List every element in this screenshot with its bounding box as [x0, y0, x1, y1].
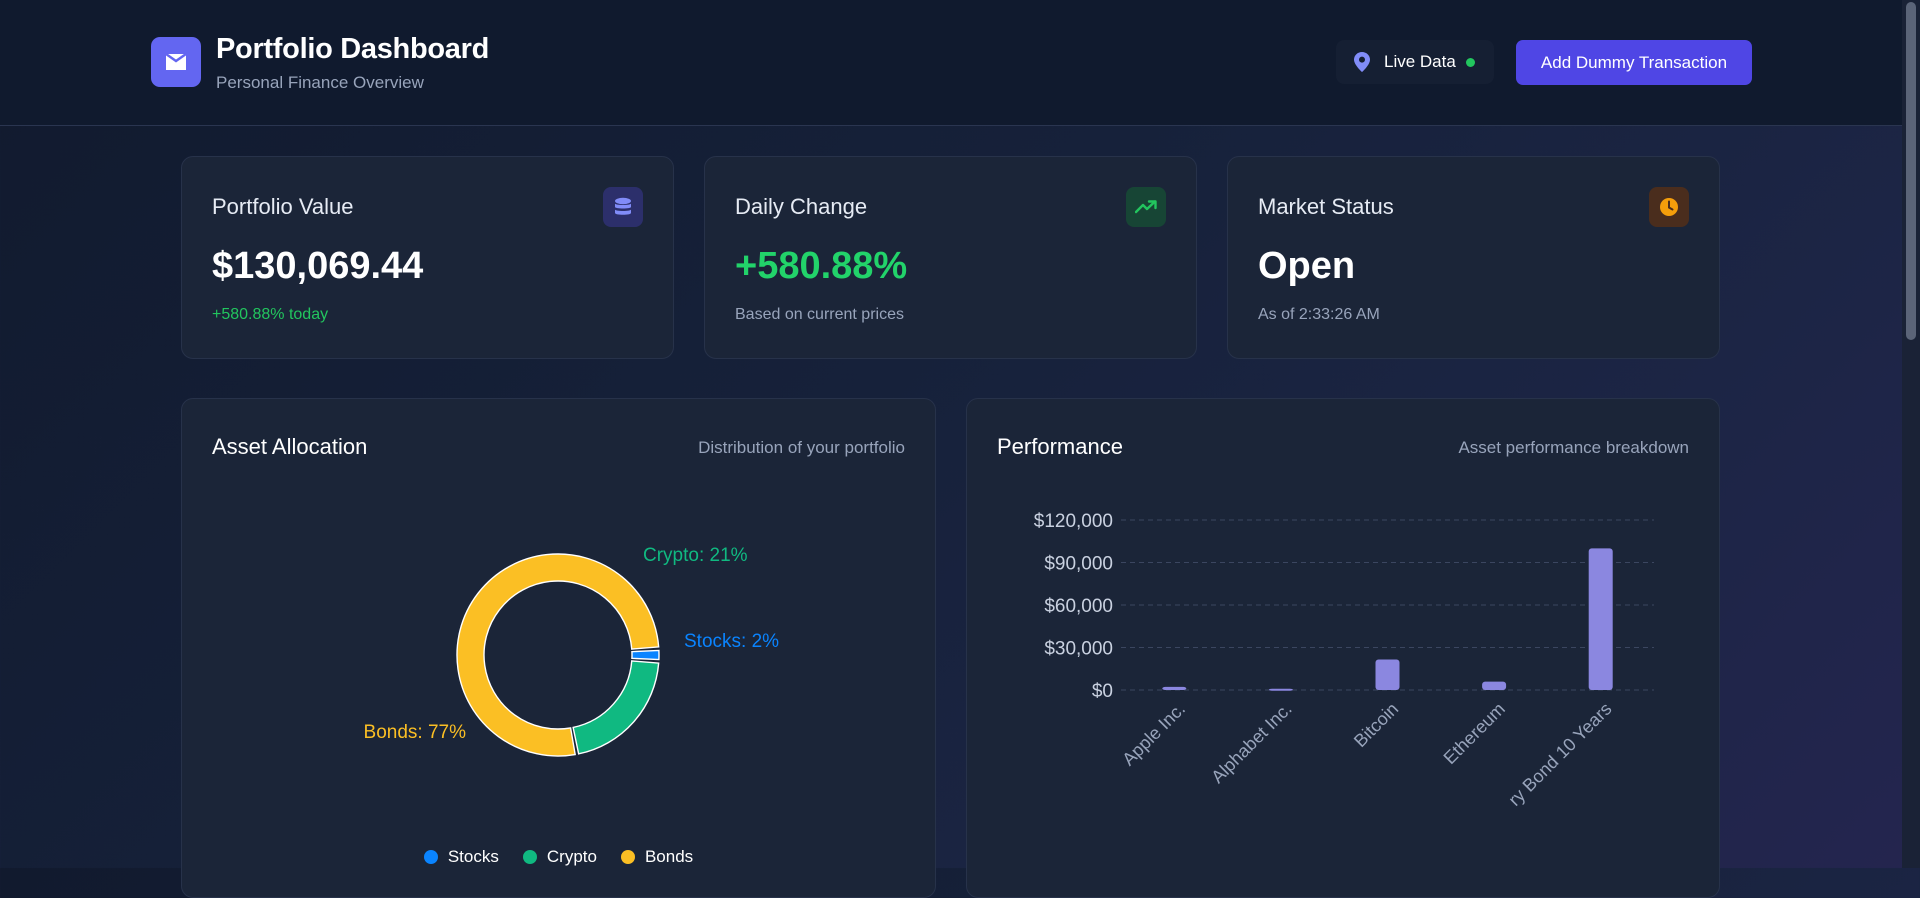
legend-swatch [423, 850, 438, 864]
market-status-value: Open [1258, 245, 1356, 287]
bar-0 [1162, 686, 1187, 690]
stat-label: Market Status [1258, 194, 1394, 219]
x-tick-label: Alphabet Inc. [1207, 699, 1295, 787]
daily-change-value: +580.88% [735, 245, 908, 287]
portfolio-value: $130,069.44 [212, 245, 424, 287]
daily-change-card: Daily Change +580.88% Based on current p… [704, 156, 1197, 359]
allocation-legend: Stocks Crypto Bonds [182, 847, 935, 867]
page-scrollbar[interactable] [1902, 0, 1920, 868]
donut-slice-bonds [456, 553, 660, 757]
trending-up-icon [1126, 187, 1166, 227]
stat-label: Daily Change [735, 194, 868, 219]
legend-item-bonds[interactable]: Bonds [620, 847, 694, 867]
app-header: Portfolio Dashboard Personal Finance Ove… [0, 0, 1902, 126]
daily-change-note: Based on current prices [735, 306, 904, 323]
legend-label: Stocks [447, 847, 499, 866]
x-tick-label: Ethereum [1440, 699, 1509, 768]
donut-label-bonds: Bonds: 77% [364, 722, 467, 743]
live-data-label: Live Data [1384, 52, 1456, 71]
donut-label-crypto: Crypto: 21% [643, 545, 748, 566]
portfolio-value-card: Portfolio Value $130,069.44 +580.88% tod… [181, 156, 674, 359]
legend-label: Bonds [644, 847, 694, 866]
y-tick-label: $30,000 [1044, 639, 1113, 660]
bar-4 [1588, 548, 1613, 690]
map-pin-icon [1352, 52, 1372, 72]
logo-badge [151, 37, 201, 87]
live-data-indicator: Live Data [1336, 40, 1494, 84]
panel-title: Performance [997, 434, 1123, 459]
live-status-dot [1465, 57, 1475, 67]
y-tick-label: $0 [1092, 681, 1113, 702]
y-tick-label: $60,000 [1044, 596, 1113, 617]
x-tick-label: Apple Inc. [1118, 699, 1189, 770]
bar-3 [1482, 681, 1507, 690]
performance-panel: Performance Asset performance breakdown … [966, 398, 1720, 898]
legend-label: Crypto [546, 847, 597, 866]
legend-swatch [522, 850, 537, 864]
bar-1 [1268, 688, 1293, 691]
panel-subtitle: Asset performance breakdown [1458, 438, 1689, 457]
clock-icon [1649, 187, 1689, 227]
donut-slice-crypto [572, 660, 660, 755]
stat-label: Portfolio Value [212, 194, 354, 219]
donut-slice-stocks [631, 649, 660, 661]
page-subtitle: Personal Finance Overview [216, 73, 424, 92]
allocation-donut-chart: Stocks: 2% Crypto: 21% Bonds: 77% [364, 545, 779, 757]
performance-bar-chart: $0 $30,000 $60,000 $90,000 $120,000 Apple Inc… [1034, 511, 1654, 810]
legend-item-stocks[interactable]: Stocks [423, 847, 499, 867]
market-status-card: Market Status Open As of 2:33:26 AM [1227, 156, 1720, 359]
legend-item-crypto[interactable]: Crypto [522, 847, 597, 867]
y-tick-label: $90,000 [1044, 554, 1113, 575]
x-tick-label: ry Bond 10 Years [1504, 699, 1615, 810]
market-status-timestamp: As of 2:33:26 AM [1258, 306, 1380, 323]
scrollbar-thumb[interactable] [1906, 2, 1916, 340]
y-tick-label: $120,000 [1034, 511, 1113, 532]
legend-swatch [620, 850, 635, 864]
database-icon [603, 187, 643, 227]
bar-2 [1375, 659, 1400, 690]
panel-title: Asset Allocation [212, 434, 368, 459]
page-title: Portfolio Dashboard [216, 33, 490, 65]
asset-allocation-panel: Asset Allocation Distribution of your po… [181, 398, 936, 898]
add-dummy-transaction-button[interactable]: Add Dummy Transaction [1516, 40, 1752, 85]
portfolio-change-today: +580.88% today [212, 306, 329, 323]
x-tick-label: Bitcoin [1350, 699, 1402, 751]
wallet-icon [165, 53, 187, 70]
panel-subtitle: Distribution of your portfolio [698, 438, 905, 457]
donut-label-stocks: Stocks: 2% [684, 631, 779, 652]
